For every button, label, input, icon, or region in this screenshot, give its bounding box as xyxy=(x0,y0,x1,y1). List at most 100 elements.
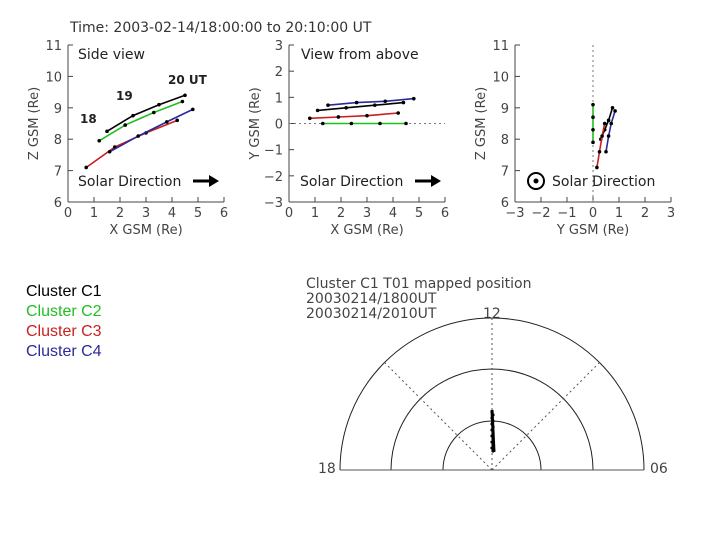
data-point xyxy=(373,103,377,107)
data-point xyxy=(378,121,382,126)
solar-direction-label: Solar Direction xyxy=(78,174,181,190)
data-point xyxy=(412,96,416,101)
data-point xyxy=(136,134,140,138)
polar-axis-left-diag xyxy=(384,362,493,471)
data-point xyxy=(600,134,604,138)
x-tick-label: 0 xyxy=(589,206,597,221)
polar-title: Cluster C1 T01 mapped position xyxy=(306,276,531,292)
x-tick-label: 3 xyxy=(142,206,150,221)
series-line-c4 xyxy=(109,108,194,153)
data-point xyxy=(175,118,179,123)
y-axis-label: Z GSM (Re) xyxy=(27,87,42,160)
y-tick-label: 8 xyxy=(54,133,62,148)
solar-direction-out-of-page-icon xyxy=(527,172,545,190)
x-tick-label: −1 xyxy=(557,206,576,221)
solar-direction-arrowhead xyxy=(431,175,441,187)
time-annotation: 19 xyxy=(116,89,133,103)
y-tick-label: 3 xyxy=(275,39,283,54)
y-tick-label: 7 xyxy=(54,165,62,180)
x-tick-label: 2 xyxy=(116,206,124,221)
mapped-position-point xyxy=(491,425,495,429)
data-point xyxy=(123,123,127,127)
data-point xyxy=(107,149,112,154)
series-line-c3 xyxy=(309,112,399,120)
mapped-position-point xyxy=(491,437,495,441)
y-tick-label: 6 xyxy=(54,196,62,211)
y-tick-label: 11 xyxy=(45,39,62,54)
series-line-c1 xyxy=(106,94,186,132)
legend-item-c1: Cluster C1 xyxy=(26,283,102,300)
data-point xyxy=(105,129,109,134)
data-point xyxy=(591,127,595,132)
y-axis-label: Y GSM (Re) xyxy=(248,87,263,160)
data-point xyxy=(315,108,320,113)
y-axis-label: Z GSM (Re) xyxy=(474,87,489,160)
y-tick-label: −3 xyxy=(264,196,283,211)
time-range-title: Time: 2003-02-14/18:00:00 to 20:10:00 UT xyxy=(69,20,372,36)
y-tick-label: 11 xyxy=(492,39,509,54)
data-point xyxy=(606,134,611,138)
data-point xyxy=(321,121,325,126)
data-point xyxy=(602,121,607,126)
polar-end-time: 20030214/2010UT xyxy=(306,306,437,322)
x-tick-label: −2 xyxy=(531,206,550,221)
y-z-view-panel: −3 −2 −1 0 1 2 3 6 7 8 9 10 11 Y GSM (Re) Z GSM (Re) So… xyxy=(474,39,675,238)
x-tick-label: 1 xyxy=(615,206,623,221)
data-point xyxy=(354,100,359,105)
mapped-position-point xyxy=(490,440,494,444)
mapped-position-point xyxy=(490,422,494,426)
polar-axis-right-diag xyxy=(491,362,600,471)
data-point xyxy=(383,99,388,104)
data-point xyxy=(336,115,341,119)
y-tick-label: 9 xyxy=(501,102,509,117)
x-tick-label: 3 xyxy=(363,206,371,221)
data-point xyxy=(609,121,613,126)
data-point xyxy=(349,121,354,126)
data-point xyxy=(597,149,602,154)
y-tick-label: 9 xyxy=(54,102,62,117)
data-point xyxy=(84,165,88,170)
series-line-c4 xyxy=(605,110,616,152)
polar-label-18: 18 xyxy=(318,461,336,477)
mapped-position-point xyxy=(491,413,495,417)
mapped-position-point xyxy=(490,416,494,420)
cluster-legend: Cluster C1 Cluster C2 Cluster C3 Cluster… xyxy=(26,282,102,362)
x-tick-label: 2 xyxy=(337,206,345,221)
series-line-c3 xyxy=(596,123,606,168)
solar-direction-arrowhead xyxy=(209,175,219,187)
x-tick-label: 6 xyxy=(220,206,228,221)
view-from-above-panel: 0 1 2 3 4 5 6 3 2 1 0 −1 −2 −3 X GSM (Re) Y GSM (Re) Vie… xyxy=(248,39,449,238)
data-point xyxy=(183,93,187,98)
data-point xyxy=(157,102,161,107)
x-tick-label: 2 xyxy=(641,206,649,221)
x-tick-label: 1 xyxy=(90,206,98,221)
data-point xyxy=(191,107,195,112)
y-tick-label: 8 xyxy=(501,133,509,148)
y-tick-label: −1 xyxy=(264,144,283,159)
data-point xyxy=(344,106,349,110)
y-tick-label: 7 xyxy=(501,165,509,180)
data-point xyxy=(180,99,185,104)
data-point xyxy=(131,113,135,118)
y-tick-label: 6 xyxy=(501,196,509,211)
data-point xyxy=(595,165,599,170)
x-tick-label: 0 xyxy=(285,206,293,221)
polar-start-time: 20030214/1800UT xyxy=(306,291,437,307)
legend-item-c2: Cluster C2 xyxy=(26,303,102,320)
y-tick-label: −2 xyxy=(264,170,283,185)
data-point xyxy=(165,120,169,124)
data-point xyxy=(610,106,615,110)
data-point xyxy=(606,118,611,123)
data-point xyxy=(97,138,101,143)
time-annotation: 18 xyxy=(80,112,97,126)
data-point xyxy=(613,109,617,113)
mapped-position-polar-plot: Cluster C1 T01 mapped position 20030214/… xyxy=(306,276,668,477)
mapped-position-point xyxy=(490,428,494,432)
x-tick-label: 5 xyxy=(194,206,202,221)
data-point xyxy=(365,113,369,118)
data-point xyxy=(396,111,401,115)
mapped-position-point xyxy=(491,449,495,453)
mapped-position-point xyxy=(490,446,494,450)
panel-title: View from above xyxy=(301,47,419,63)
